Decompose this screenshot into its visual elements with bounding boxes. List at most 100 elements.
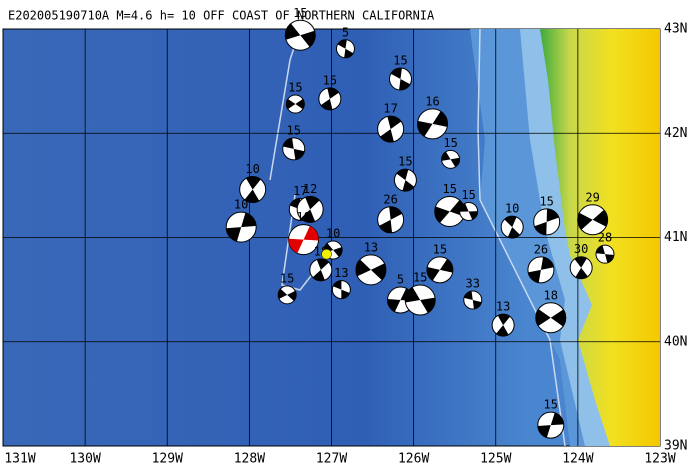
depth-label: 10 bbox=[505, 202, 519, 216]
depth-label: 15 bbox=[544, 398, 558, 412]
compression bbox=[320, 87, 339, 110]
depth-label: 13 bbox=[364, 240, 378, 254]
lat-label: 39N bbox=[664, 439, 687, 454]
compression bbox=[282, 138, 305, 160]
depth-label: 15 bbox=[323, 73, 337, 87]
compression bbox=[528, 257, 554, 283]
focal-mechanism: 15 bbox=[404, 271, 436, 316]
depth-label: 10 bbox=[326, 227, 340, 241]
focal-mechanism: 33 bbox=[463, 277, 483, 310]
depth-label: 15 bbox=[280, 271, 294, 285]
lon-label: 127W bbox=[316, 452, 347, 467]
compression bbox=[226, 212, 257, 242]
lon-label: 126W bbox=[398, 452, 429, 467]
compression bbox=[337, 39, 354, 58]
compression bbox=[537, 412, 564, 438]
depth-label: 30 bbox=[574, 242, 588, 256]
compression bbox=[380, 116, 402, 143]
focal-mechanism: 15 bbox=[318, 73, 342, 111]
compression bbox=[285, 23, 316, 47]
depth-label: 26 bbox=[534, 242, 548, 256]
compression bbox=[405, 287, 436, 313]
compression bbox=[434, 200, 465, 223]
lon-label: 124W bbox=[562, 452, 593, 467]
focal-mechanism: 15 bbox=[441, 136, 461, 169]
depth-label: 28 bbox=[598, 231, 612, 245]
compression bbox=[286, 98, 305, 110]
focal-mechanism: 26 bbox=[527, 242, 555, 284]
compression bbox=[464, 291, 482, 309]
focal-mechanism: 26 bbox=[377, 192, 405, 234]
focal-mechanism: 16 bbox=[417, 94, 449, 140]
lat-label: 42N bbox=[664, 126, 687, 141]
compression bbox=[577, 209, 608, 230]
focal-mechanism: 15 bbox=[537, 398, 565, 439]
focal-mechanism: 13 bbox=[355, 240, 387, 286]
depth-label: 5 bbox=[342, 25, 349, 39]
focal-mechanism: 13 bbox=[491, 300, 515, 337]
depth-label: 15 bbox=[433, 242, 447, 256]
depth-label: 18 bbox=[544, 288, 558, 302]
focal-mechanism: 10 bbox=[225, 198, 257, 243]
depth-label: 16 bbox=[425, 94, 439, 108]
compression bbox=[312, 258, 329, 281]
lon-label: 123W bbox=[644, 452, 675, 467]
depth-label: 33 bbox=[466, 277, 480, 291]
focal-mechanism: 15 bbox=[388, 54, 412, 91]
lon-label: 125W bbox=[480, 452, 511, 467]
depth-label: 15 bbox=[539, 194, 553, 208]
compression bbox=[574, 256, 588, 279]
focal-mechanism: 29 bbox=[577, 190, 609, 236]
compression bbox=[390, 68, 411, 91]
lon-label: 129W bbox=[152, 452, 183, 467]
focal-mechanism: 15 bbox=[533, 194, 561, 236]
depth-label: 15 bbox=[288, 81, 302, 95]
depth-label: 15 bbox=[286, 123, 300, 137]
lat-label: 43N bbox=[664, 22, 687, 37]
focal-mechanism: 18 bbox=[535, 288, 567, 334]
depth-label: 10 bbox=[234, 198, 248, 212]
depth-label: 15 bbox=[413, 271, 427, 285]
focal-mechanism: 10 bbox=[239, 162, 267, 204]
compression bbox=[504, 216, 521, 239]
depth-label: 29 bbox=[585, 190, 599, 204]
depth-label: 18 bbox=[296, 210, 310, 224]
focal-mechanism: 30 bbox=[569, 242, 593, 280]
depth-label: 13 bbox=[334, 266, 348, 280]
compression bbox=[300, 196, 320, 223]
compression bbox=[244, 176, 261, 203]
compression bbox=[355, 259, 386, 281]
focal-mechanism: 28 bbox=[595, 231, 615, 264]
focal-mechanism: 15 bbox=[285, 81, 305, 114]
focal-mechanism: 15 bbox=[277, 271, 297, 305]
compression bbox=[324, 243, 343, 257]
depth-label: 17 bbox=[293, 184, 307, 198]
compression bbox=[535, 309, 566, 327]
lon-label: 130W bbox=[69, 452, 100, 467]
lat-label: 40N bbox=[664, 334, 687, 349]
depth-label: 10 bbox=[245, 162, 259, 176]
focal-mechanism: 5 bbox=[335, 25, 355, 59]
compression bbox=[396, 169, 415, 192]
lon-label: 131W bbox=[4, 452, 35, 467]
compression bbox=[496, 314, 511, 337]
focal-mechanism: 10 bbox=[500, 202, 524, 239]
lon-label: 128W bbox=[234, 452, 265, 467]
focal-mechanism: 15 bbox=[459, 188, 479, 221]
focal-mechanism: 18 bbox=[309, 244, 333, 282]
boundary bbox=[477, 28, 566, 447]
depth-label: 12 bbox=[303, 182, 317, 196]
compression bbox=[332, 280, 350, 299]
compression bbox=[379, 206, 403, 233]
depth-label: 17 bbox=[383, 102, 397, 116]
focal-mechanism: 12 bbox=[296, 182, 324, 223]
focal-mechanism: 18 bbox=[288, 210, 320, 256]
focal-mechanism: 15 bbox=[282, 123, 306, 161]
depth-label: 13 bbox=[496, 300, 510, 314]
focal-mechanism: 13 bbox=[331, 266, 351, 300]
compression bbox=[534, 208, 559, 235]
compression bbox=[288, 225, 319, 254]
depth-label: 5 bbox=[397, 273, 404, 287]
